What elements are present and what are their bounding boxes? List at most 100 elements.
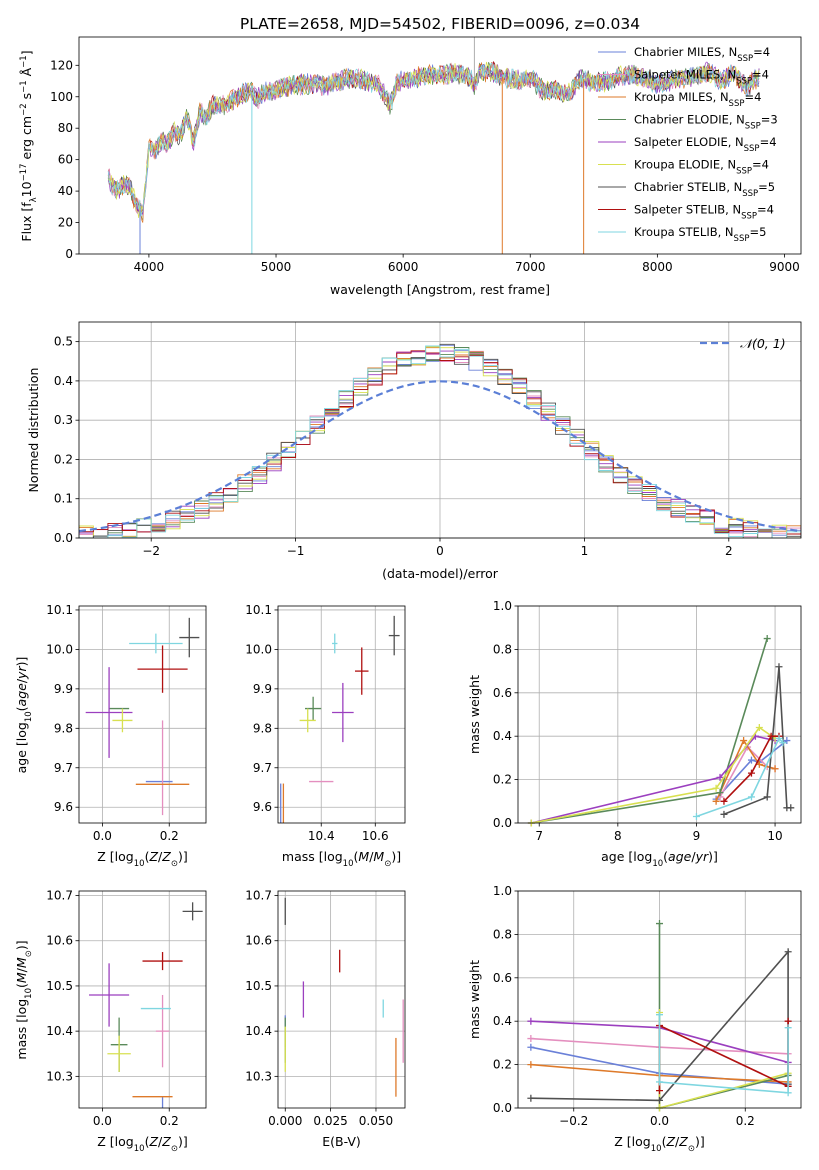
x-axis-label: E(B-V) — [322, 1134, 361, 1149]
weight-marker — [716, 789, 724, 797]
weight-marker — [527, 1017, 535, 1025]
x-tick-label: 6000 — [388, 260, 419, 274]
x-tick-label: −0.2 — [559, 1114, 588, 1128]
weight-marker — [763, 635, 771, 643]
x-tick-label: 9000 — [769, 260, 800, 274]
y-tick-label: 0.0 — [493, 1101, 512, 1115]
y-tick-label: 0.8 — [493, 927, 512, 941]
figure-title: PLATE=2658, MJD=54502, FIBERID=0096, z=0… — [240, 15, 640, 33]
age-vs-mass-panel: 10.4 10.6 9.6 9.7 9.8 9.9 10.0 10.1 mass [log10(… — [245, 603, 406, 869]
weight-marker — [775, 663, 783, 671]
weight-marker — [656, 1078, 663, 1086]
x-tick-label: 8 — [614, 829, 622, 843]
y-tick-label: 0.4 — [54, 374, 73, 388]
y-tick-label: 60 — [58, 153, 73, 167]
y-tick-label: 0.0 — [493, 816, 512, 830]
age-vs-metallicity-panel: 0.0 0.2 9.6 9.7 9.8 9.9 10.0 10.1 Z [log10(Z/Z⊙)… — [14, 603, 207, 869]
y-tick-label: 0.1 — [54, 492, 73, 506]
weight-marker — [755, 724, 763, 732]
weight-series-line — [723, 735, 779, 802]
weight-marker — [720, 810, 728, 818]
x-axis-label: Z [log10(Z/Z⊙)] — [97, 849, 187, 869]
axes-frame — [78, 36, 802, 255]
legend-entry: Kroupa STELIB, NSSP=5 — [634, 225, 766, 244]
y-tick-label: 0.3 — [54, 413, 73, 427]
y-tick-label: 0.2 — [493, 773, 512, 787]
y-tick-label: 0.0 — [54, 531, 73, 545]
weight-marker — [767, 732, 775, 740]
y-tick-label: 9.6 — [253, 800, 272, 814]
y-tick-label: 9.8 — [253, 721, 272, 735]
y-tick-label: 10.7 — [245, 889, 272, 903]
y-axis-label: Flux [fλ10−17 erg cm−2 s−1 Å−1] — [19, 50, 39, 241]
spectrum-panel: 4000 5000 6000 7000 8000 9000 0 20 40 60 80 100 120 w… — [19, 36, 802, 297]
y-tick-label: 120 — [50, 58, 73, 72]
y-tick-label: 9.7 — [54, 761, 73, 775]
y-tick-label: 9.8 — [54, 721, 73, 735]
mass-vs-metallicity-panel: 0.0 0.2 10.3 10.4 10.5 10.6 10.7 Z [log10(Z/Z⊙)… — [14, 889, 207, 1154]
y-tick-label: 9.7 — [253, 761, 272, 775]
weight-marker — [692, 812, 700, 820]
legend-entry: Chabrier STELIB, NSSP=5 — [634, 180, 775, 199]
normal-curve — [78, 380, 802, 533]
legend-entry: Chabrier MILES, NSSP=4 — [634, 45, 770, 64]
y-axis-label: mass weight — [467, 675, 482, 754]
y-axis-label: Normed distribution — [26, 368, 41, 493]
x-tick-label: 0.2 — [736, 1114, 755, 1128]
x-tick-label: −1 — [287, 544, 305, 558]
axes-frame — [517, 890, 802, 1109]
y-tick-label: 10.3 — [245, 1069, 272, 1083]
residual-histogram-panel: −2 −1 0 1 2 0.0 0.1 0.2 0.3 0.4 0.5 (data-model)/er… — [26, 321, 802, 581]
y-tick-label: 100 — [50, 90, 73, 104]
weight-series-line — [531, 726, 776, 824]
y-tick-label: 9.6 — [54, 800, 73, 814]
x-tick-label: 0.2 — [160, 829, 179, 843]
weight-series-line — [658, 1014, 789, 1094]
x-tick-label: 10.6 — [362, 829, 389, 843]
weight-series-line — [531, 638, 768, 824]
histogram-step-line — [79, 345, 801, 538]
weight-series-line — [715, 738, 776, 802]
y-tick-label: 0.4 — [493, 1014, 512, 1028]
y-tick-label: 0.2 — [54, 452, 73, 466]
legend-entry: Salpeter MILES, NSSP=4 — [634, 68, 769, 87]
x-tick-label: 0.0 — [650, 1114, 669, 1128]
weight-marker — [656, 920, 663, 928]
axes-frame — [78, 321, 802, 539]
x-axis-label: Z [log10(Z/Z⊙)] — [614, 1134, 704, 1154]
axes-frame — [78, 890, 207, 1109]
x-tick-label: −2 — [142, 544, 160, 558]
x-tick-label: 4000 — [134, 260, 165, 274]
weight-marker — [775, 734, 783, 742]
legend-entry: Kroupa ELODIE, NSSP=4 — [634, 158, 769, 177]
weight-marker — [740, 737, 748, 745]
weight-marker — [712, 797, 720, 805]
y-axis-label: mass weight — [467, 960, 482, 1039]
y-tick-label: 10.4 — [46, 1024, 73, 1038]
y-tick-label: 10.7 — [46, 889, 73, 903]
legend-entry: Salpeter ELODIE, NSSP=4 — [634, 135, 777, 154]
weight-marker — [716, 773, 724, 781]
y-tick-label: 10.5 — [46, 979, 73, 993]
x-tick-label: 1 — [581, 544, 589, 558]
weight-marker — [779, 739, 787, 747]
legend-entry: Chabrier ELODIE, NSSP=3 — [634, 113, 778, 132]
x-tick-label: 0 — [436, 544, 444, 558]
weight-marker — [527, 1043, 535, 1051]
weight-vs-metallicity-panel: −0.2 0.0 0.2 0.0 0.2 0.4 0.6 0.8 1.0 Z [log10(Z/Z… — [467, 884, 802, 1154]
weight-marker — [763, 793, 771, 801]
weight-marker — [747, 769, 755, 777]
legend-entry: 𝒩(0, 1) — [740, 336, 786, 351]
y-tick-label: 10.1 — [46, 603, 73, 617]
weight-vs-age-panel: 7 8 9 10 0.0 0.2 0.4 0.6 0.8 1.0 age [log10(age/yr… — [467, 599, 802, 869]
y-tick-label: 0.6 — [493, 971, 512, 985]
weight-marker — [656, 1011, 663, 1019]
y-tick-label: 10.3 — [46, 1069, 73, 1083]
weight-marker — [787, 804, 795, 812]
legend-entry: Salpeter STELIB, NSSP=4 — [634, 203, 774, 222]
x-tick-label: 0.2 — [160, 1114, 179, 1128]
weight-series-line — [658, 923, 789, 1110]
weight-marker — [656, 1087, 663, 1095]
x-tick-label: 0.000 — [268, 1114, 302, 1128]
